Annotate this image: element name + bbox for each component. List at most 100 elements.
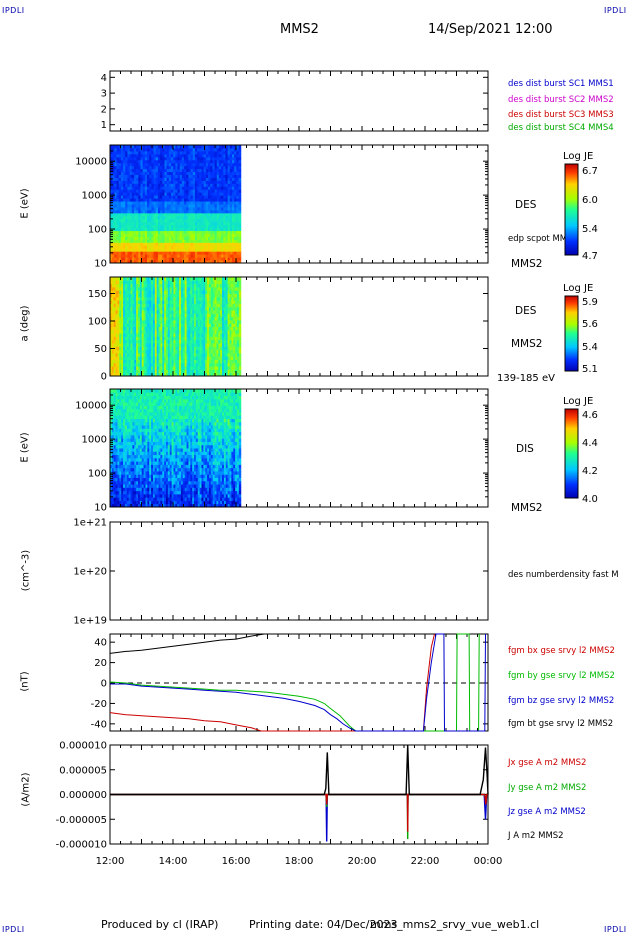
des_pitch-spectro-cell	[152, 310, 156, 314]
des_pitch-spectro-cell	[126, 323, 130, 327]
des_energy-spectro-cell	[153, 239, 157, 243]
des_energy-spectro-cell	[129, 195, 133, 199]
des_energy-spectro-cell	[221, 171, 224, 175]
des_energy-spectro-cell	[184, 233, 187, 237]
des_energy-spectro-cell	[205, 248, 209, 252]
des_pitch-spectro-cell	[124, 286, 128, 291]
des_pitch-spectro-cell	[180, 356, 184, 360]
des_pitch-spectro-cell	[223, 319, 227, 324]
des_pitch-spectro-cell	[179, 310, 182, 314]
des_pitch-spectro-cell	[151, 306, 154, 311]
des_pitch-spectro-cell	[175, 326, 178, 331]
des_energy-spectro-cell	[112, 204, 115, 208]
des_pitch-spectro-cell	[210, 372, 214, 377]
des_pitch-spectro-cell	[188, 286, 191, 291]
des_pitch-spectro-cell	[229, 286, 232, 291]
des_pitch-spectro-cell	[177, 316, 180, 321]
des_pitch-spectro-cell	[207, 296, 210, 301]
des_pitch-spectro-cell	[151, 329, 154, 334]
des_energy-spectro-cell	[114, 257, 118, 261]
des_energy-spectro-cell	[153, 242, 157, 246]
des_energy-spectro-cell	[181, 177, 185, 181]
des_energy-spectro-cell	[144, 177, 148, 181]
des_pitch-spectro-cell	[235, 296, 238, 301]
dis_energy-spectro-cell	[111, 428, 115, 433]
des_pitch-spectro-cell	[124, 333, 128, 337]
des_pitch-spectro-cell	[222, 283, 225, 288]
des_pitch-spectro-cell	[151, 343, 154, 347]
des_pitch-spectro-cell	[203, 326, 206, 331]
des_energy-spectro-cell	[229, 257, 233, 261]
des_pitch-spectro-cell	[164, 300, 167, 304]
des_energy-spectro-cell	[194, 204, 198, 208]
des_energy-spectro-cell	[212, 168, 216, 173]
des_pitch-spectro-cell	[113, 290, 117, 294]
des-energy-cbar-tick: 5.4	[582, 224, 598, 235]
des_pitch-spectro-cell	[162, 306, 165, 311]
des_energy-spectro-cell	[173, 215, 176, 220]
des_pitch-spectro-cell	[238, 369, 242, 374]
des_energy-spectro-cell	[197, 230, 200, 234]
des_energy-spectro-cell	[190, 198, 194, 202]
des_pitch-spectro-cell	[218, 329, 221, 334]
des_pitch-spectro-cell	[167, 310, 171, 314]
des_pitch-spectro-cell	[119, 359, 122, 364]
dis_energy-spectro-cell	[123, 484, 126, 488]
des_energy-spectro-cell	[221, 215, 224, 220]
des_energy-spectro-cell	[218, 218, 222, 223]
des_energy-spectro-cell	[199, 198, 203, 202]
des_pitch-spectro-cell	[134, 326, 137, 331]
des_pitch-spectro-cell	[152, 280, 156, 285]
des_pitch-spectro-cell	[162, 280, 165, 285]
des_energy-spectro-cell	[190, 236, 194, 240]
des_pitch-spectro-cell	[132, 372, 135, 377]
des_energy-spectro-cell	[218, 180, 222, 184]
dis_energy-spectro-cell	[110, 464, 113, 469]
des_pitch-spectro-cell	[205, 306, 208, 311]
des_pitch-spectro-cell	[136, 369, 139, 374]
des_pitch-spectro-cell	[119, 310, 122, 314]
des_energy-spectro-cell	[110, 186, 113, 190]
des_pitch-spectro-cell	[194, 293, 197, 298]
des_energy-spectro-cell	[194, 212, 198, 217]
des_energy-spectro-cell	[223, 147, 226, 152]
des_pitch-spectro-cell	[139, 316, 143, 321]
des_energy-spectro-cell	[129, 198, 133, 202]
des_pitch-spectro-cell	[222, 346, 225, 351]
des_energy-spectro-cell	[210, 239, 213, 243]
des_pitch-spectro-cell	[233, 286, 236, 291]
des_pitch-spectro-cell	[126, 313, 130, 318]
des_energy-spectro-cell	[151, 230, 155, 234]
des_energy-spectro-cell	[190, 260, 194, 264]
des_energy-spectro-cell	[175, 156, 179, 161]
des_pitch-spectro-cell	[192, 293, 195, 298]
des_energy-spectro-cell	[114, 212, 118, 217]
des_energy-spectro-cell	[205, 150, 209, 155]
des_energy-spectro-cell	[168, 212, 172, 217]
des_energy-spectro-cell	[210, 248, 213, 252]
des_pitch-spectro-cell	[223, 290, 227, 294]
des_energy-spectro-cell	[210, 227, 213, 232]
des_pitch-spectro-cell	[236, 319, 240, 324]
dis_energy-spectro-cell	[113, 411, 117, 416]
dis_energy-spectro-cell	[123, 408, 126, 413]
des_pitch-spectro-cell	[162, 329, 165, 334]
des_energy-spectro-cell	[166, 236, 170, 240]
des_energy-spectro-cell	[181, 242, 185, 246]
des_energy-spectro-cell	[184, 186, 187, 190]
des_pitch-spectro-cell	[220, 349, 223, 354]
des_pitch-spectro-cell	[123, 346, 126, 351]
dis_energy-spectro-cell	[132, 467, 135, 472]
des_energy-spectro-cell	[190, 251, 194, 255]
des_energy-spectro-cell	[234, 150, 237, 155]
dis_energy-spectro-cell	[113, 500, 117, 505]
des_energy-spectro-cell	[232, 230, 235, 234]
dis_energy-spectro-cell	[111, 484, 115, 488]
des_pitch-spectro-cell	[143, 333, 146, 337]
des_pitch-spectro-cell	[182, 283, 186, 288]
des_pitch-spectro-cell	[119, 306, 122, 311]
des_energy-spectro-cell	[210, 174, 213, 178]
des_pitch-spectro-cell	[179, 319, 182, 324]
des_energy-spectro-cell	[236, 192, 240, 196]
des_pitch-spectro-cell	[220, 277, 223, 281]
